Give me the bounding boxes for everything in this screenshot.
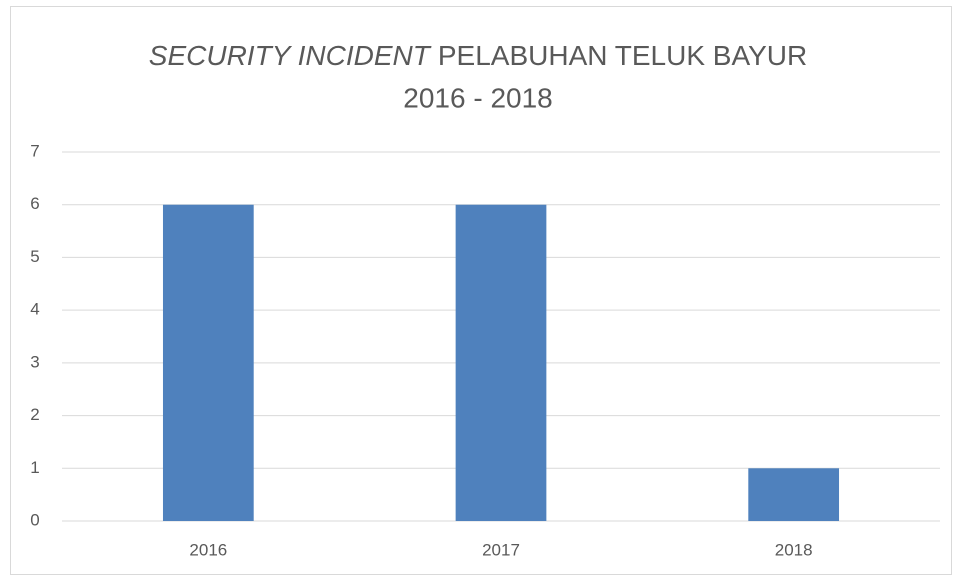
chart-title: SECURITY INCIDENT PELABUHAN TELUK BAYUR <box>149 40 807 71</box>
y-tick-label: 6 <box>30 194 39 213</box>
x-tick-label: 2017 <box>482 540 520 559</box>
y-tick-label: 5 <box>30 247 39 266</box>
chart-subtitle: 2016 - 2018 <box>403 82 552 113</box>
y-tick-label: 7 <box>30 141 39 160</box>
y-tick-label: 1 <box>30 458 39 477</box>
bar <box>455 204 547 521</box>
bar <box>748 468 840 521</box>
bar <box>162 204 254 521</box>
x-tick-label: 2016 <box>189 540 227 559</box>
title-rest: PELABUHAN TELUK BAYUR <box>438 40 807 71</box>
y-tick-label: 2 <box>30 405 39 424</box>
x-tick-label: 2018 <box>775 540 813 559</box>
y-tick-label: 3 <box>30 352 39 371</box>
y-tick-label: 4 <box>30 300 39 319</box>
title-italic: SECURITY INCIDENT <box>149 40 432 71</box>
y-tick-label: 0 <box>30 510 39 529</box>
